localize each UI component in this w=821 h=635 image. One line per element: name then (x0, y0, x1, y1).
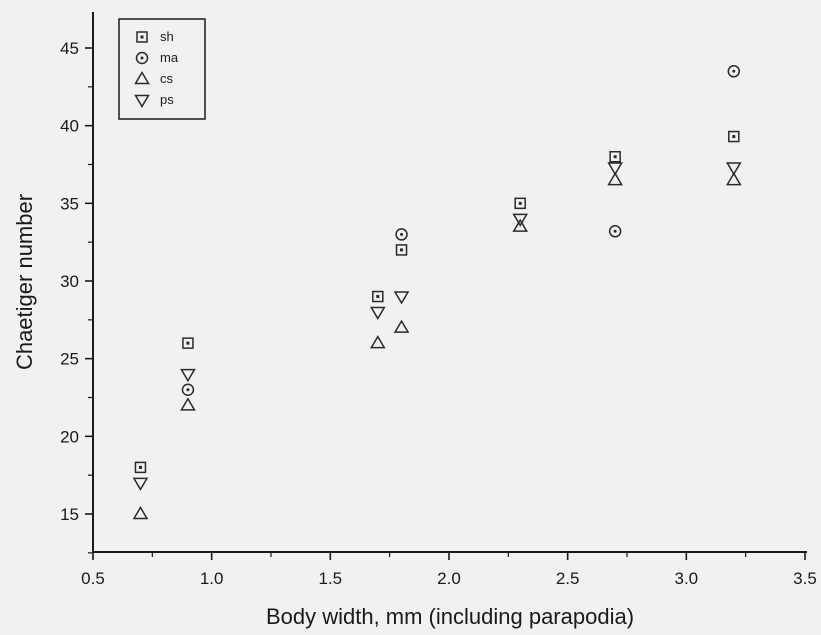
series-sh (134, 130, 740, 474)
x-ticks: 0.5 1.0 1.5 2.0 2.5 3.0 3.5 (81, 552, 817, 588)
data-point-sh (372, 290, 384, 303)
series-ps (132, 162, 742, 491)
x-axis-title: Body width, mm (including parapodia) (266, 604, 634, 629)
data-point-cs (607, 172, 623, 186)
data-point-ps (512, 213, 529, 227)
data-point-sh (134, 461, 147, 474)
y-ticks: 15 20 25 30 35 40 45 (60, 39, 93, 554)
x-tick-label: 2.0 (437, 569, 461, 588)
x-tick-label: 3.0 (675, 569, 699, 588)
y-tick-label: 30 (60, 272, 79, 291)
data-point-cs (369, 335, 386, 349)
y-tick-label: 25 (60, 350, 79, 369)
data-point-sh (728, 130, 740, 143)
x-tick-label: 1.5 (319, 569, 343, 588)
data-point-ps (725, 162, 742, 176)
legend-box (118, 18, 206, 120)
y-tick-label: 35 (60, 194, 79, 213)
data-points (132, 65, 742, 520)
legend: sh ma cs ps (118, 18, 206, 120)
data-point-cs (180, 397, 196, 411)
legend-label-ps: ps (160, 92, 174, 107)
data-point-ma (395, 228, 408, 241)
data-point-ps (607, 162, 623, 176)
series-ma (181, 65, 741, 396)
series-cs (132, 172, 742, 520)
y-tick-label: 40 (60, 117, 79, 136)
data-point-cs (512, 218, 529, 232)
data-point-ps (180, 368, 196, 383)
data-point-sh (182, 337, 194, 349)
data-point-ma (181, 383, 195, 396)
legend-label-sh: sh (160, 29, 174, 44)
legend-marker-ma (135, 51, 149, 65)
y-tick-label: 15 (60, 505, 79, 524)
data-point-cs (132, 506, 149, 520)
axes (92, 12, 807, 553)
data-point-sh (609, 150, 621, 163)
data-point-cs (393, 319, 410, 333)
legend-marker-sh (136, 31, 148, 43)
data-point-sh (514, 197, 526, 210)
data-point-ps (369, 306, 386, 321)
y-tick-label: 45 (60, 39, 79, 58)
data-point-ma (727, 65, 741, 78)
legend-label-ma: ma (160, 50, 179, 65)
data-point-ma (608, 225, 622, 238)
x-tick-label: 0.5 (81, 569, 105, 588)
data-point-ps (393, 291, 410, 305)
y-tick-label: 20 (60, 427, 79, 446)
x-tick-label: 2.5 (556, 569, 580, 588)
x-tick-label: 1.0 (200, 569, 224, 588)
x-tick-label: 3.5 (793, 569, 817, 588)
legend-label-cs: cs (160, 71, 174, 86)
legend-marker-ps (134, 94, 150, 108)
legend-marker-cs (134, 71, 150, 85)
data-point-cs (725, 172, 742, 186)
y-axis-title: Chaetiger number (12, 194, 37, 370)
data-point-ps (132, 477, 149, 491)
data-point-sh (395, 244, 408, 256)
